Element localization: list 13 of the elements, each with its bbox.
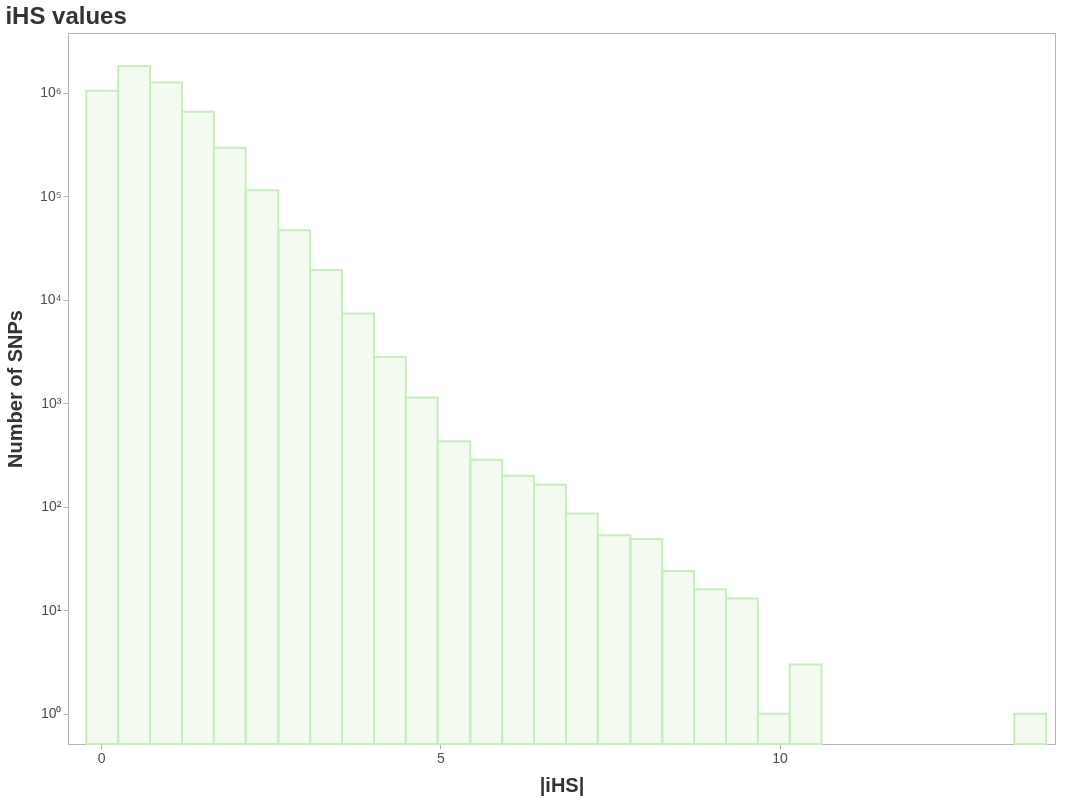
x-axis-title: |iHS| xyxy=(539,773,585,796)
y-tick-label: 10¹ xyxy=(41,601,62,618)
y-tick-label: 10³ xyxy=(41,394,62,411)
y-tick-label: 10⁰ xyxy=(40,705,62,722)
x-tick-label: 0 xyxy=(97,749,106,766)
y-axis-title: Number of SNPs xyxy=(3,310,26,468)
y-tick-label: 10⁶ xyxy=(40,84,62,101)
chart-title: iHS values xyxy=(5,2,127,29)
y-tick-label: 10² xyxy=(41,498,62,515)
x-tick-label: 10 xyxy=(772,749,789,766)
y-tick-label: 10⁵ xyxy=(40,187,62,204)
x-tick-label: 5 xyxy=(437,749,446,766)
y-tick-label: 10⁴ xyxy=(39,291,62,308)
